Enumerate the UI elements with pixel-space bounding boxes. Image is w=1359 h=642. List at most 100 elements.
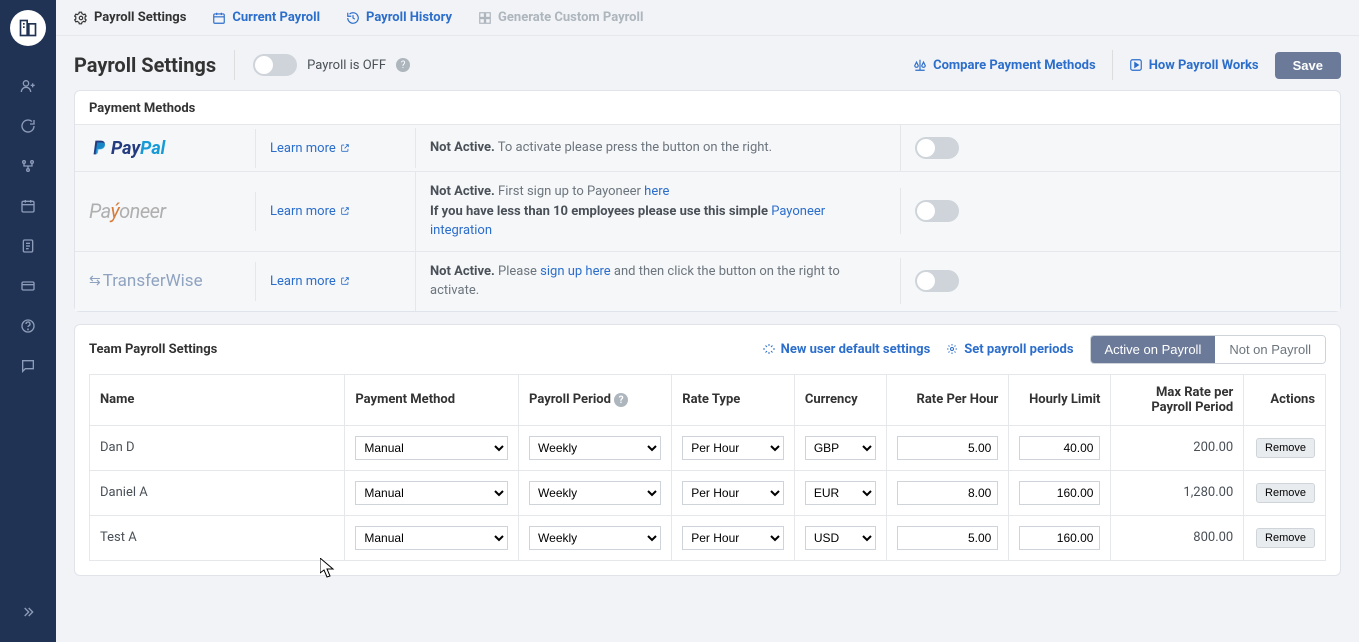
col-payment-method: Payment Method xyxy=(345,374,519,425)
header: Payroll Settings Payroll is OFF ? Compar… xyxy=(56,36,1359,90)
sidebar-item-document[interactable] xyxy=(0,226,56,266)
history-icon xyxy=(346,11,360,25)
seg-not-on-payroll[interactable]: Not on Payroll xyxy=(1215,336,1325,363)
page-title: Payroll Settings xyxy=(74,53,216,77)
gear-icon xyxy=(74,11,88,25)
seg-active-on-payroll[interactable]: Active on Payroll xyxy=(1091,336,1216,363)
save-button[interactable]: Save xyxy=(1275,52,1341,79)
rate-per-hour-input[interactable] xyxy=(897,481,999,505)
paypal-toggle[interactable] xyxy=(915,137,959,159)
sidebar-item-people[interactable] xyxy=(0,66,56,106)
payment-method-select[interactable]: Manual xyxy=(355,481,508,505)
tab-label: Payroll History xyxy=(366,10,452,25)
team-payroll-table: Name Payment Method Payroll Period ? Rat… xyxy=(89,374,1326,561)
payment-methods-title: Payment Methods xyxy=(75,91,1340,124)
payment-method-select[interactable]: Manual xyxy=(355,436,508,460)
remove-button[interactable]: Remove xyxy=(1256,438,1315,458)
learn-more-payoneer[interactable]: Learn more xyxy=(270,204,401,219)
sidebar-item-refresh[interactable] xyxy=(0,106,56,146)
compare-payment-methods-link[interactable]: Compare Payment Methods xyxy=(913,58,1096,73)
cell-max-rate: 800.00 xyxy=(1111,515,1244,560)
help-icon[interactable]: ? xyxy=(614,393,628,407)
currency-select[interactable]: EUR xyxy=(805,481,876,505)
hourly-limit-input[interactable] xyxy=(1019,481,1100,505)
pm-row-payoneer: Paýoneer Learn more Not Active. First si… xyxy=(75,171,1340,251)
cell-name: Test A xyxy=(90,515,345,560)
cell-max-rate: 200.00 xyxy=(1111,425,1244,470)
cell-max-rate: 1,280.00 xyxy=(1111,470,1244,515)
sidebar xyxy=(0,0,56,642)
payroll-toggle-label: Payroll is OFF xyxy=(307,58,386,73)
col-name: Name xyxy=(90,374,345,425)
col-rate-per-hour: Rate Per Hour xyxy=(886,374,1009,425)
pm-status-transferwise: Not Active. Please sign up here and then… xyxy=(415,252,900,311)
calendar-icon xyxy=(212,11,226,25)
currency-select[interactable]: USD xyxy=(805,526,876,550)
sparkle-icon xyxy=(763,343,775,355)
col-max-rate: Max Rate per Payroll Period xyxy=(1111,374,1244,425)
help-icon[interactable]: ? xyxy=(396,58,410,72)
divider xyxy=(1112,50,1113,80)
rate-type-select[interactable]: Per Hour xyxy=(682,436,784,460)
pm-row-paypal: PayPal Learn more Not Active. To activat… xyxy=(75,124,1340,171)
tab-payroll-history[interactable]: Payroll History xyxy=(346,8,452,27)
app-logo[interactable] xyxy=(10,10,46,46)
col-actions: Actions xyxy=(1244,374,1326,425)
tab-current-payroll[interactable]: Current Payroll xyxy=(212,8,320,27)
tabs: Payroll Settings Current Payroll Payroll… xyxy=(56,0,1359,36)
pm-status-payoneer: Not Active. First sign up to Payoneer he… xyxy=(415,172,900,251)
payoneer-signup-link[interactable]: here xyxy=(644,184,669,199)
paypal-icon xyxy=(89,137,111,159)
external-icon xyxy=(340,206,350,216)
rate-per-hour-input[interactable] xyxy=(897,436,999,460)
tab-label: Current Payroll xyxy=(232,10,320,25)
payoneer-logo: Paýoneer xyxy=(75,187,255,235)
cell-name: Dan D xyxy=(90,425,345,470)
cell-name: Daniel A xyxy=(90,470,345,515)
sidebar-item-help[interactable] xyxy=(0,306,56,346)
payment-methods-panel: Payment Methods PayPal Learn more Not Ac… xyxy=(74,90,1341,312)
new-user-defaults-link[interactable]: New user default settings xyxy=(763,342,931,357)
remove-button[interactable]: Remove xyxy=(1256,528,1315,548)
scale-icon xyxy=(913,58,927,72)
hourly-limit-input[interactable] xyxy=(1019,436,1100,460)
divider xyxy=(234,50,235,80)
payroll-period-select[interactable]: Weekly xyxy=(529,481,661,505)
tab-label: Generate Custom Payroll xyxy=(498,10,643,25)
gear-icon xyxy=(946,343,958,355)
rate-type-select[interactable]: Per Hour xyxy=(682,526,784,550)
set-payroll-periods-link[interactable]: Set payroll periods xyxy=(946,342,1073,357)
pm-row-transferwise: ⇆TransferWise Learn more Not Active. Ple… xyxy=(75,251,1340,311)
sidebar-expand[interactable] xyxy=(0,592,56,632)
pm-status-paypal: Not Active. To activate please press the… xyxy=(415,128,900,168)
tab-payroll-settings[interactable]: Payroll Settings xyxy=(74,8,186,27)
tab-label: Payroll Settings xyxy=(94,10,186,25)
rate-per-hour-input[interactable] xyxy=(897,526,999,550)
remove-button[interactable]: Remove xyxy=(1256,483,1315,503)
sidebar-item-chat[interactable] xyxy=(0,346,56,386)
sidebar-item-nodes[interactable] xyxy=(0,146,56,186)
paypal-logo: PayPal xyxy=(75,125,255,171)
how-payroll-works-link[interactable]: How Payroll Works xyxy=(1129,58,1259,73)
learn-more-paypal[interactable]: Learn more xyxy=(270,141,401,156)
currency-select[interactable]: GBP xyxy=(805,436,876,460)
col-hourly-limit: Hourly Limit xyxy=(1009,374,1111,425)
external-icon xyxy=(340,276,350,286)
transferwise-toggle[interactable] xyxy=(915,270,959,292)
table-row: Dan D Manual Weekly Per Hour GBP 200.00 Remove xyxy=(90,425,1326,470)
rate-type-select[interactable]: Per Hour xyxy=(682,481,784,505)
payroll-filter-segment: Active on Payroll Not on Payroll xyxy=(1090,335,1326,364)
transferwise-logo: ⇆TransferWise xyxy=(75,259,255,303)
learn-more-transferwise[interactable]: Learn more xyxy=(270,274,401,289)
sidebar-item-calendar[interactable] xyxy=(0,186,56,226)
table-row: Test A Manual Weekly Per Hour USD 800.00 Remov… xyxy=(90,515,1326,560)
transferwise-signup-link[interactable]: sign up here xyxy=(540,264,611,279)
payment-method-select[interactable]: Manual xyxy=(355,526,508,550)
hourly-limit-input[interactable] xyxy=(1019,526,1100,550)
payoneer-toggle[interactable] xyxy=(915,200,959,222)
payroll-period-select[interactable]: Weekly xyxy=(529,436,661,460)
payroll-period-select[interactable]: Weekly xyxy=(529,526,661,550)
table-row: Daniel A Manual Weekly Per Hour EUR 1,280.00 R… xyxy=(90,470,1326,515)
sidebar-item-card[interactable] xyxy=(0,266,56,306)
payroll-toggle[interactable] xyxy=(253,54,297,76)
